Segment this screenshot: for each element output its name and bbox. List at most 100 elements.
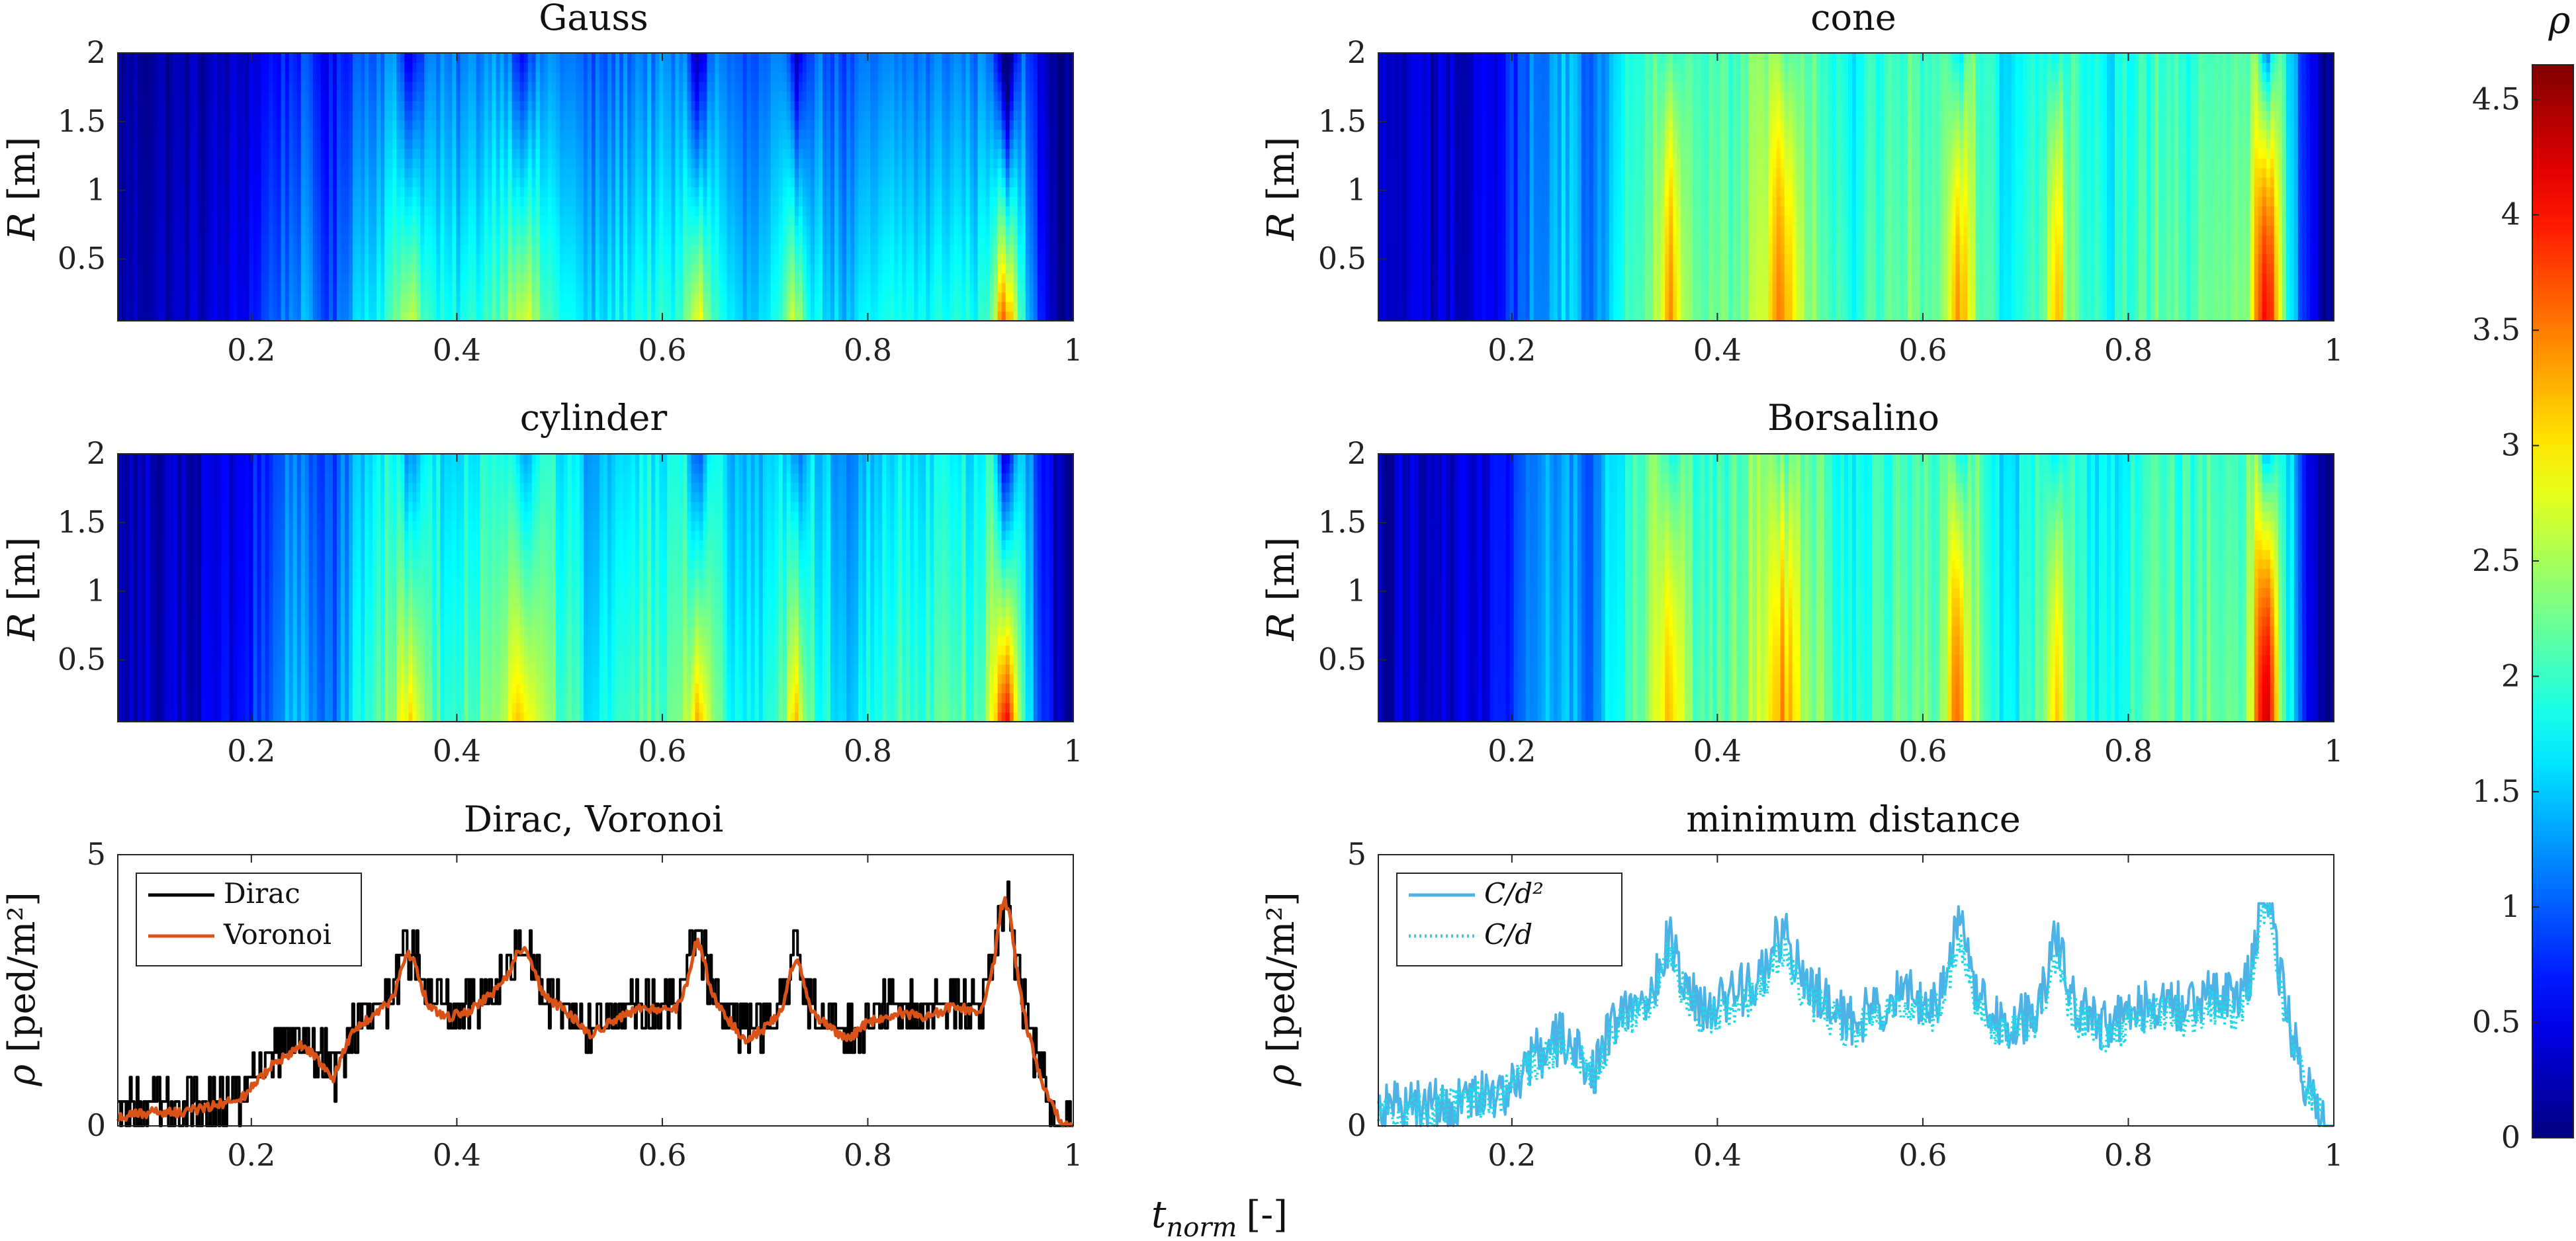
heatmap-cell [408, 158, 413, 169]
heatmap-cell [281, 81, 286, 92]
heatmap-cell [122, 215, 126, 226]
heatmap-cell [193, 53, 198, 64]
heatmap-cell [146, 129, 150, 140]
heatmap-cell [444, 158, 449, 169]
heatmap-cell [436, 81, 441, 92]
heatmap-cell [456, 53, 461, 64]
heatmap-cell [488, 225, 493, 235]
heatmap-cell [388, 177, 393, 188]
heatmap-cell [332, 167, 337, 178]
heatmap-cell [377, 225, 381, 235]
heatmap-cell [786, 53, 791, 64]
heatmap-cell [324, 148, 330, 159]
heatmap-cell [715, 206, 720, 216]
heatmap-cell [126, 91, 130, 101]
heatmap-cell [579, 225, 584, 235]
heatmap-cell [683, 71, 688, 82]
heatmap-cell [523, 62, 529, 73]
heatmap-cell [679, 215, 684, 226]
heatmap-cell [519, 177, 525, 188]
heatmap-cell [265, 273, 270, 283]
heatmap-cell [253, 129, 258, 140]
heatmap-cell [480, 225, 485, 235]
heatmap-cell [420, 215, 425, 226]
heatmap-cell [596, 253, 600, 264]
heatmap-cell [472, 292, 477, 302]
heatmap-cell [460, 263, 465, 274]
heatmap-cell [157, 187, 162, 197]
heatmap-cell [798, 253, 803, 264]
heatmap-cell [794, 273, 799, 283]
heatmap-cell [273, 101, 278, 111]
heatmap-cell [519, 282, 525, 293]
heatmap-cell [480, 62, 485, 73]
heatmap-cell [237, 234, 242, 245]
heatmap-cell [365, 158, 369, 169]
heatmap-cell [480, 167, 485, 178]
heatmap-cell [388, 167, 393, 178]
heatmap-cell [619, 177, 624, 188]
heatmap-cell [790, 129, 795, 140]
heatmap-cell [623, 273, 628, 283]
heatmap-cell [373, 148, 377, 159]
heatmap-cell [723, 148, 728, 159]
heatmap-cell [412, 225, 417, 235]
heatmap-cell [452, 263, 457, 274]
heatmap-cell [555, 129, 560, 140]
heatmap-cell [440, 148, 445, 159]
heatmap-cell [440, 187, 445, 197]
heatmap-cell [157, 273, 162, 283]
heatmap-cell [332, 234, 337, 245]
heatmap-cell [758, 215, 764, 226]
heatmap-cell [527, 311, 533, 321]
heatmap-cell [352, 302, 357, 312]
heatmap-cell [508, 282, 513, 293]
heatmap-cell [448, 215, 453, 226]
heatmap-cell [233, 225, 238, 235]
heatmap-cell [369, 110, 373, 120]
heatmap-cell [428, 62, 433, 73]
heatmap-cell [138, 91, 142, 101]
heatmap-cell [711, 187, 716, 197]
heatmap-cell [456, 302, 461, 312]
heatmap-cell [122, 225, 126, 235]
heatmap-cell [643, 120, 648, 130]
heatmap-cell [312, 158, 318, 169]
heatmap-cell [193, 129, 198, 140]
heatmap-cell [703, 120, 708, 130]
heatmap-cell [277, 273, 282, 283]
heatmap-cell [150, 244, 154, 255]
heatmap-cell [269, 206, 274, 216]
heatmap-cell [758, 282, 764, 293]
heatmap-cell [579, 148, 584, 159]
heatmap-cell [679, 244, 684, 255]
heatmap-cell [396, 158, 401, 169]
heatmap-cell [484, 244, 489, 255]
heatmap-cell [742, 253, 748, 264]
heatmap-cell [440, 225, 445, 235]
heatmap-cell [277, 263, 282, 274]
heatmap-cell [177, 282, 182, 293]
heatmap-cell [511, 81, 517, 92]
heatmap-cell [365, 101, 369, 111]
heatmap-cell [181, 101, 186, 111]
heatmap-cell [312, 225, 318, 235]
heatmap-cell [615, 263, 620, 274]
heatmap-cell [575, 110, 580, 120]
heatmap-cell [778, 167, 783, 178]
heatmap-cell [432, 292, 437, 302]
heatmap-cell [320, 282, 326, 293]
heatmap-cell [209, 244, 214, 255]
heatmap-cell [316, 101, 322, 111]
heatmap-cell [683, 177, 688, 188]
heatmap-cell [659, 167, 664, 178]
heatmap-cell [723, 282, 728, 293]
heatmap-cell [790, 196, 795, 207]
heatmap-cell [154, 302, 158, 312]
heatmap-cell [770, 101, 776, 111]
heatmap-cell [352, 311, 357, 321]
heatmap-cell [663, 129, 668, 140]
heatmap-cell [357, 311, 361, 321]
heatmap-cell [273, 292, 278, 302]
heatmap-cell [567, 244, 572, 255]
